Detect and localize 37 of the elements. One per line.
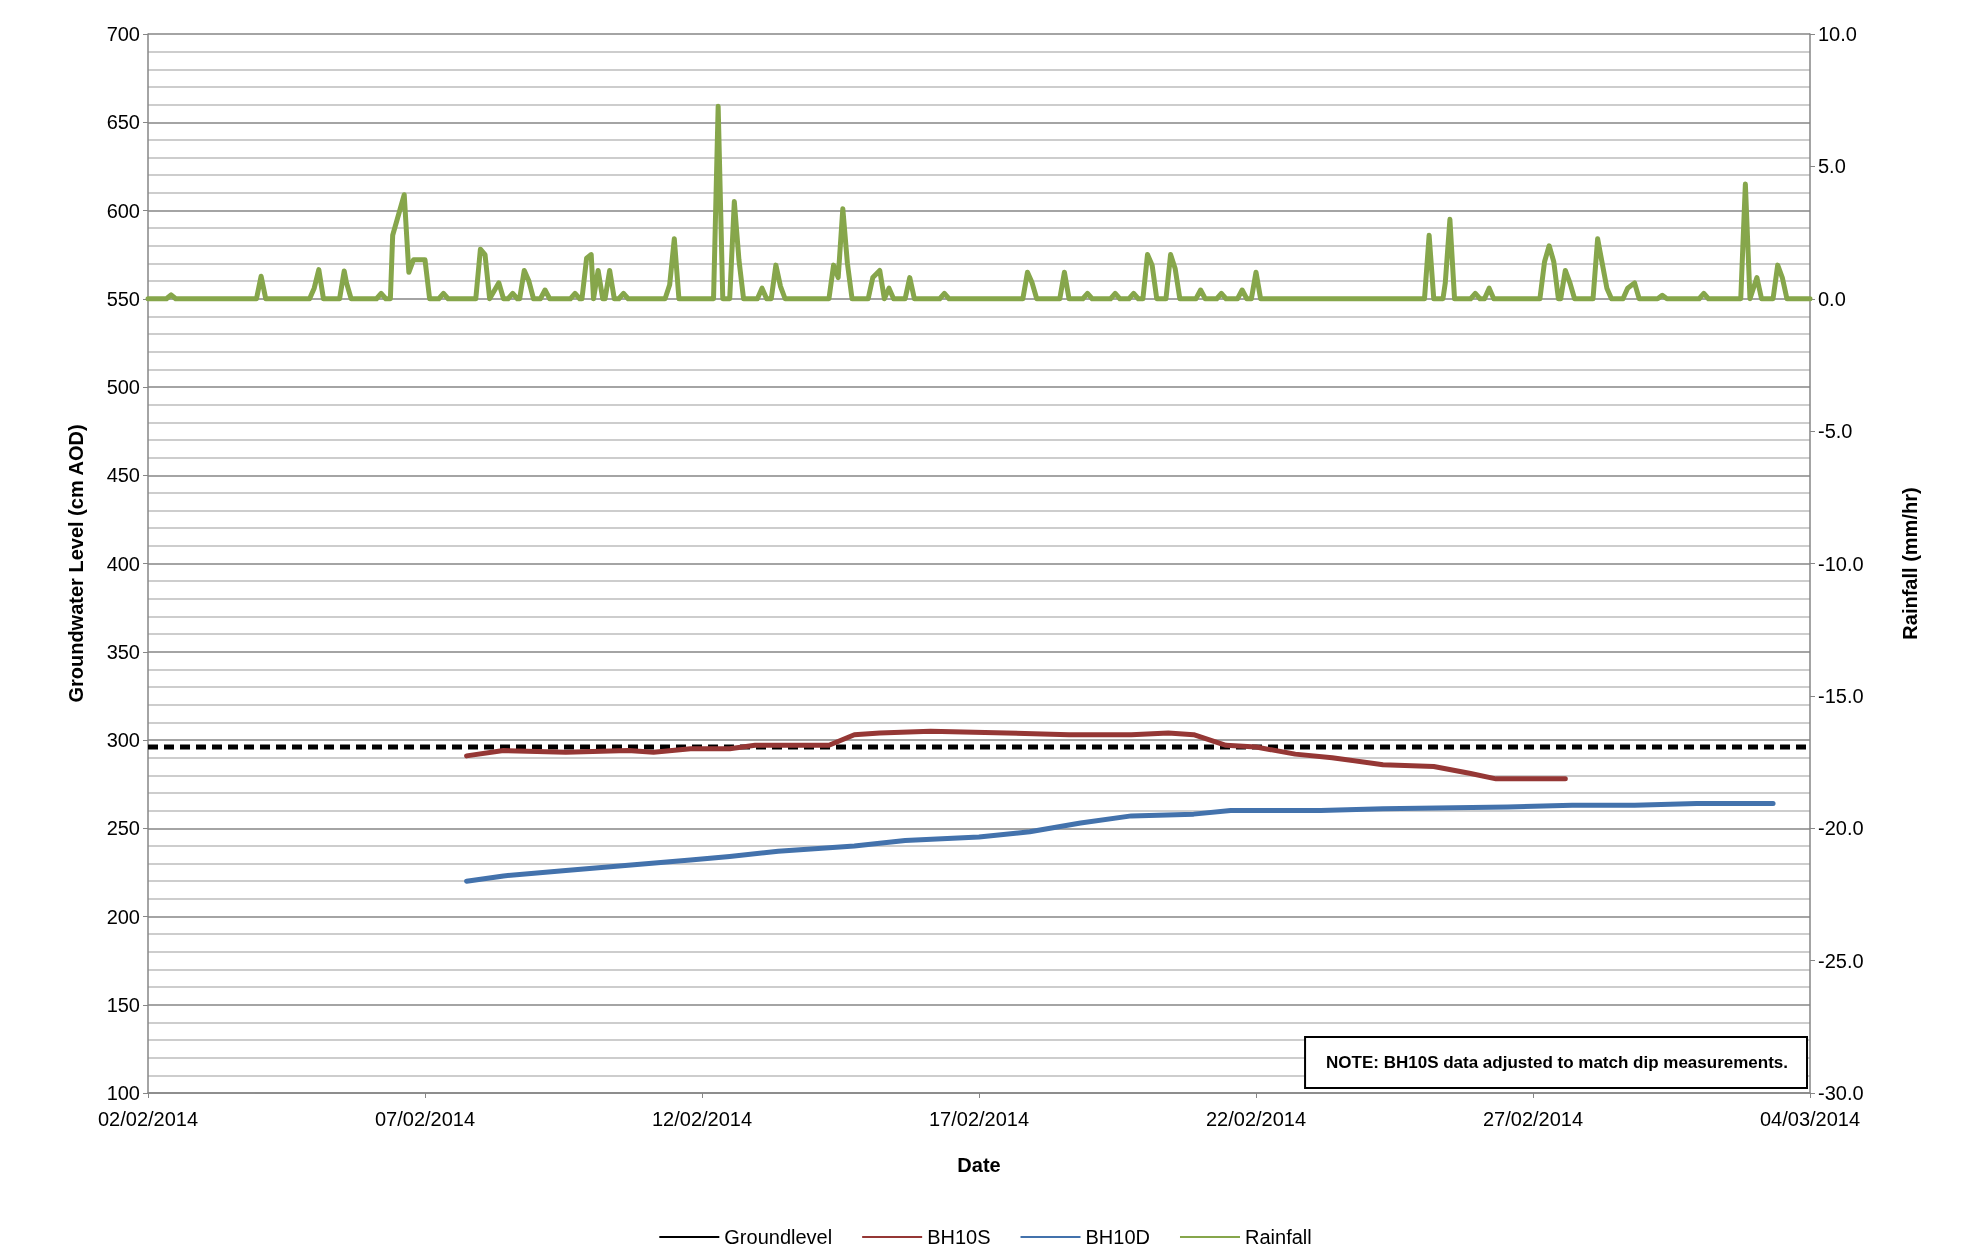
- y-tick-label: 600: [106, 199, 140, 222]
- y-tick-label: 650: [106, 111, 140, 134]
- y-tick-label: 400: [106, 552, 140, 575]
- y2-axis-title: Rainfall (mm/hr): [1899, 487, 1921, 640]
- y2-tick-label: -5.0: [1818, 420, 1853, 443]
- x-tick-label: 22/02/2014: [1205, 1108, 1307, 1130]
- x-tick-label: 27/02/2014: [1482, 1108, 1584, 1130]
- y2-tick-label: 10.0: [1818, 23, 1857, 45]
- y-tick-label: 300: [106, 729, 140, 751]
- x-axis-title: Date: [957, 1154, 1001, 1176]
- y-tick-label: 350: [106, 640, 140, 663]
- y-tick-label: 700: [106, 23, 140, 45]
- y-tick-label: 200: [106, 905, 140, 928]
- y2-tick-label: 5.0: [1818, 155, 1846, 178]
- y-tick-label: 450: [106, 464, 140, 487]
- legend-label: Groundlevel: [724, 1226, 833, 1248]
- y-axis-title: Groundwater Level (cm AOD): [65, 424, 87, 703]
- y2-tick-label: -25.0: [1818, 949, 1864, 972]
- y2-tick-label: -30.0: [1818, 1082, 1864, 1104]
- y2-tick-label: -15.0: [1818, 684, 1864, 707]
- y-tick-label: 150: [106, 993, 140, 1016]
- legend-label: Rainfall: [1244, 1226, 1312, 1248]
- legend-label: BH10D: [1085, 1226, 1150, 1248]
- y-tick-label: 100: [106, 1082, 140, 1104]
- y2-tick-label: -20.0: [1818, 817, 1864, 840]
- y-tick-label: 500: [106, 376, 140, 398]
- y-tick-label: 250: [106, 817, 140, 840]
- annotation: NOTE: BH10S data adjusted to match dip measurements.: [1326, 1053, 1789, 1072]
- y-tick-label: 550: [106, 287, 140, 310]
- x-tick-label: 17/02/2014: [928, 1108, 1030, 1130]
- x-tick-label: 04/03/2014: [1759, 1108, 1861, 1130]
- x-tick-label: 07/02/2014: [374, 1108, 476, 1130]
- x-tick-label: 02/02/2014: [97, 1108, 199, 1130]
- x-tick-label: 12/02/2014: [651, 1108, 753, 1130]
- legend-label: BH10S: [927, 1226, 991, 1248]
- y2-tick-label: 0.0: [1818, 287, 1846, 310]
- y2-tick-label: -10.0: [1818, 552, 1864, 575]
